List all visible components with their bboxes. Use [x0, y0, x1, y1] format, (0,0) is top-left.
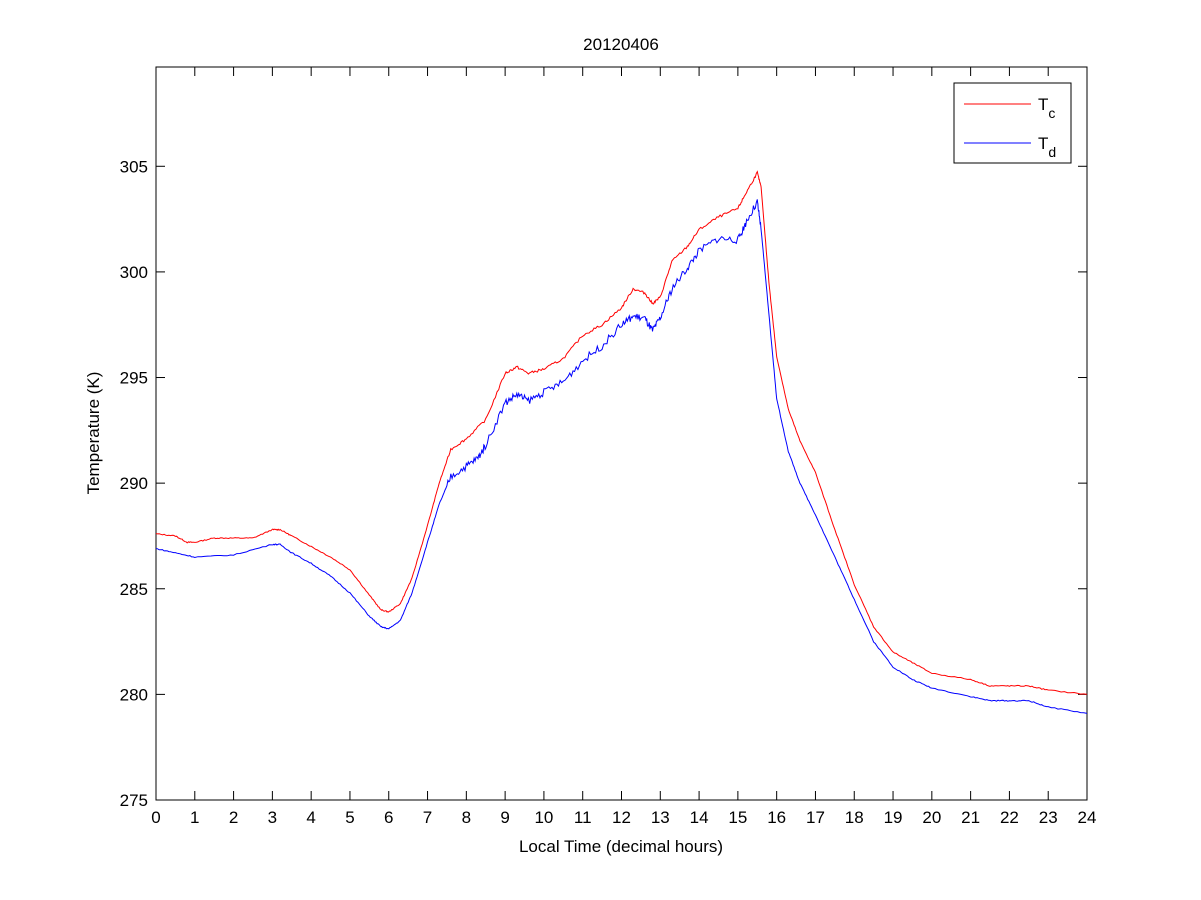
x-tick-label: 8 — [462, 808, 471, 827]
x-tick-label: 12 — [612, 808, 631, 827]
y-axis-label: Temperature (K) — [84, 372, 103, 495]
y-tick-label: 295 — [120, 369, 148, 388]
legend-label-tc: Tc — [1038, 95, 1055, 121]
x-tick-label: 10 — [534, 808, 553, 827]
x-ticks: 0 1 2 3 4 5 6 7 8 9 10 11 12 13 14 15 16 17 18 19 20 21 22 23 24 — [151, 67, 1096, 827]
x-tick-label: 9 — [500, 808, 509, 827]
x-tick-label: 1 — [190, 808, 199, 827]
x-tick-label: 18 — [845, 808, 864, 827]
legend: Tc Td — [953, 82, 1072, 164]
legend-label-td: Td — [1038, 134, 1056, 160]
x-tick-label: 2 — [229, 808, 238, 827]
x-tick-label: 14 — [690, 808, 709, 827]
series-line-tc — [155, 170, 1088, 695]
series-line-td — [155, 199, 1088, 714]
y-tick-label: 305 — [120, 157, 148, 176]
x-tick-label: 23 — [1039, 808, 1058, 827]
series-lines — [155, 170, 1088, 714]
x-tick-label: 21 — [961, 808, 980, 827]
x-tick-label: 6 — [384, 808, 393, 827]
y-tick-label: 285 — [120, 580, 148, 599]
x-tick-label: 19 — [884, 808, 903, 827]
x-tick-label: 20 — [922, 808, 941, 827]
x-tick-label: 4 — [306, 808, 315, 827]
chart-title: 20120406 — [583, 35, 659, 54]
x-tick-label: 16 — [767, 808, 786, 827]
x-tick-label: 11 — [574, 808, 592, 827]
plot-area — [155, 66, 1088, 801]
x-axis-label: Local Time (decimal hours) — [519, 837, 723, 856]
legend-box — [953, 82, 1072, 164]
x-tick-label: 24 — [1078, 808, 1097, 827]
x-tick-label: 7 — [423, 808, 432, 827]
y-ticks: 275 280 285 290 295 300 305 — [120, 157, 1087, 810]
x-tick-label: 13 — [651, 808, 670, 827]
x-tick-label: 5 — [345, 808, 354, 827]
y-tick-label: 275 — [120, 791, 148, 810]
x-tick-label: 0 — [151, 808, 160, 827]
x-tick-label: 17 — [806, 808, 825, 827]
x-tick-label: 15 — [728, 808, 747, 827]
x-tick-label: 3 — [268, 808, 277, 827]
y-tick-label: 280 — [120, 685, 148, 704]
y-tick-label: 300 — [120, 263, 148, 282]
x-tick-label: 22 — [1000, 808, 1019, 827]
y-tick-label: 290 — [120, 474, 148, 493]
